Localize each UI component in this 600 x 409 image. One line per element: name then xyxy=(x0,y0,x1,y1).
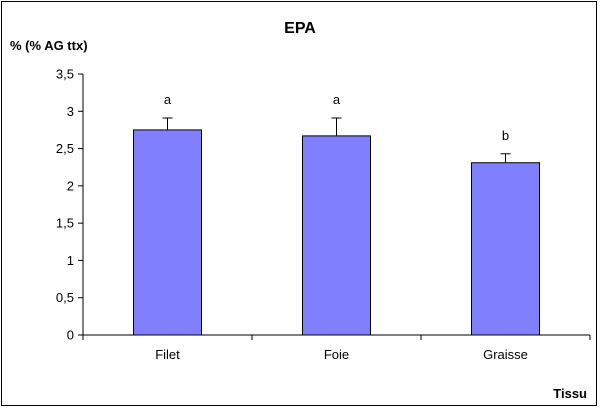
x-tick-label: Graisse xyxy=(483,347,528,362)
significance-label: a xyxy=(333,92,341,107)
x-tick-label: Filet xyxy=(155,347,180,362)
y-tick-label: 3 xyxy=(67,104,74,119)
bar-foie xyxy=(302,135,371,336)
y-axis-title: % (% AG ttx) xyxy=(10,38,88,53)
y-tick-label: 0,5 xyxy=(56,290,74,305)
y-tick-label: 2,5 xyxy=(56,141,74,156)
x-tick-label: Foie xyxy=(324,347,349,362)
y-tick-label: 3,5 xyxy=(56,67,74,82)
y-tick-label: 2 xyxy=(67,178,74,193)
x-axis-title: Tissu xyxy=(553,386,587,401)
bar-filet xyxy=(133,129,202,336)
y-tick-label: 0 xyxy=(67,328,74,343)
bar-graisse xyxy=(471,162,540,336)
significance-label: a xyxy=(164,92,172,107)
y-tick-label: 1,5 xyxy=(56,216,74,231)
plot-area: 0 0,5 1 1,5 2 2,5 3 3,5 a Filet a Foie b Graisse xyxy=(56,67,591,362)
y-tick-label: 1 xyxy=(67,253,74,268)
chart-title: EPA xyxy=(284,20,316,37)
significance-label: b xyxy=(502,128,509,143)
